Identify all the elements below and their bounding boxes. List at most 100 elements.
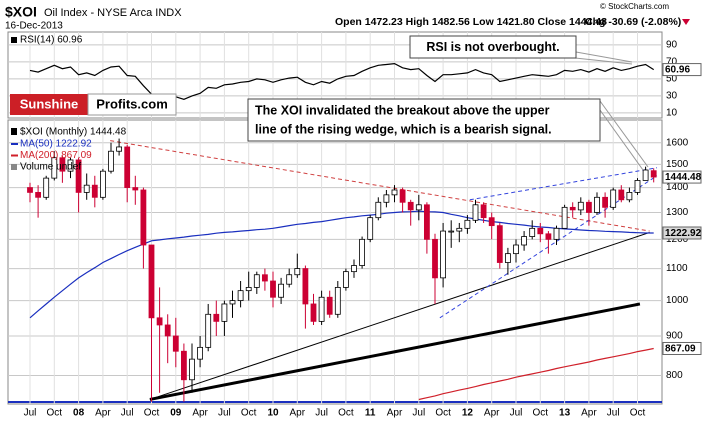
candle-body: [456, 227, 463, 232]
logo-white: [87, 93, 177, 116]
candle-body: [310, 303, 317, 322]
y-tick-label: 800: [666, 370, 683, 381]
candle-body: [513, 244, 519, 255]
y-tick-label: 1400: [666, 182, 689, 193]
candle-body: [634, 180, 641, 193]
candle-body: [140, 189, 147, 246]
x-tick-label: Apr: [581, 408, 597, 419]
last-value-label: 1222.92: [665, 228, 702, 239]
x-tick-label: Jul: [412, 408, 425, 419]
candle-body: [318, 296, 325, 322]
rsi-note: RSI is not overbought.: [426, 40, 559, 54]
candle-body: [569, 206, 576, 211]
candle-body: [537, 227, 544, 235]
candle-body: [132, 187, 139, 191]
rsi-callout: [575, 51, 633, 63]
candle-body: [464, 219, 471, 229]
x-tick-label: Apr: [387, 408, 403, 419]
x-tick-label: 13: [559, 408, 571, 419]
candle-body: [586, 201, 592, 213]
trendline: [110, 140, 650, 232]
candle-body: [302, 268, 309, 305]
candle-body: [213, 313, 220, 322]
series-line: [29, 62, 655, 100]
candle-body: [27, 187, 33, 193]
legend-label: MA(200) 867.09: [20, 150, 92, 161]
trendline: [469, 167, 658, 201]
candle-body: [529, 227, 536, 237]
candle-body: [650, 170, 657, 178]
x-tick-label: 12: [462, 408, 474, 419]
wedge-callout: [599, 109, 644, 171]
x-tick-label: Apr: [95, 408, 111, 419]
candle-body: [124, 146, 131, 188]
candle-body: [43, 177, 50, 198]
x-tick-label: 11: [365, 408, 376, 419]
candle-body: [561, 206, 568, 229]
candle-body: [602, 196, 608, 208]
symbol: $XOI: [5, 4, 37, 20]
y-tick-label: 1300: [666, 207, 689, 218]
candle-body: [294, 268, 301, 276]
x-tick-label: Jul: [315, 408, 328, 419]
candle-body: [423, 204, 430, 240]
x-tick-label: Oct: [338, 408, 354, 419]
candle-body: [261, 274, 268, 282]
rsi-note-box: [409, 35, 577, 59]
candle-body: [432, 238, 438, 279]
change: Chg -30.69 (-2.08%): [585, 16, 681, 28]
last-value-box: [662, 341, 702, 355]
logo-red: [10, 94, 88, 115]
candle-body: [440, 230, 447, 279]
candle-body: [116, 146, 122, 152]
candle-body: [156, 317, 163, 326]
candle-body: [245, 287, 252, 292]
y-tick-label: 1100: [666, 263, 688, 274]
x-tick-label: Jul: [607, 408, 620, 419]
trendline: [149, 302, 641, 401]
mark-layer: 10 30 50 70 90 RSI(14) 60.96 60.96 800 900 1000 11…: [11, 35, 702, 419]
logo-text: Profits.com: [96, 96, 168, 111]
last-value-box: [662, 226, 702, 240]
candle-body: [577, 201, 584, 211]
candle-body: [205, 313, 212, 348]
legend-swatch: [11, 37, 17, 43]
x-tick-label: Jul: [24, 408, 37, 419]
candle-body: [342, 271, 349, 288]
legend-label: MA(50) 1222.92: [20, 139, 92, 150]
wedge-note-box: [247, 98, 601, 142]
candle-body: [326, 296, 333, 315]
candle-body: [399, 189, 406, 203]
candle-body: [448, 230, 455, 233]
candle-body: [278, 283, 285, 298]
candle-body: [334, 287, 341, 315]
wedge-callout: [599, 100, 649, 168]
legend-swatch: [11, 128, 17, 135]
candle-body: [618, 189, 625, 201]
last-value-label: 867.09: [665, 344, 696, 355]
y-tick-label: 1600: [666, 137, 689, 148]
index-name: Oil Index - NYSE Arca INDX: [44, 7, 182, 19]
candle-body: [286, 274, 293, 285]
x-tick-label: Jul: [121, 408, 134, 419]
y-tick-label: 1500: [666, 159, 689, 170]
candle-body: [626, 192, 633, 201]
candle-body: [553, 227, 560, 240]
candle-body: [100, 170, 106, 198]
candle-body: [197, 346, 204, 360]
candle-body: [253, 274, 260, 288]
y-tick-label: 1000: [666, 295, 689, 306]
x-tick-label: Apr: [192, 408, 208, 419]
logo-text: Sunshine: [20, 96, 79, 111]
legend-label: $XOI (Monthly) 1444.48: [20, 127, 127, 138]
candle-body: [496, 225, 503, 263]
quote: Open 1472.23 High 1482.56 Low 1421.80 Cl…: [335, 16, 607, 28]
x-tick-label: Apr: [484, 408, 500, 419]
candle-body: [504, 253, 511, 263]
x-tick-label: Oct: [144, 408, 160, 419]
down-arrow: [682, 19, 690, 25]
candle-body: [172, 335, 179, 352]
legend-label: RSI(14) 60.96: [20, 35, 83, 46]
y-tick-label: 30: [666, 91, 678, 102]
